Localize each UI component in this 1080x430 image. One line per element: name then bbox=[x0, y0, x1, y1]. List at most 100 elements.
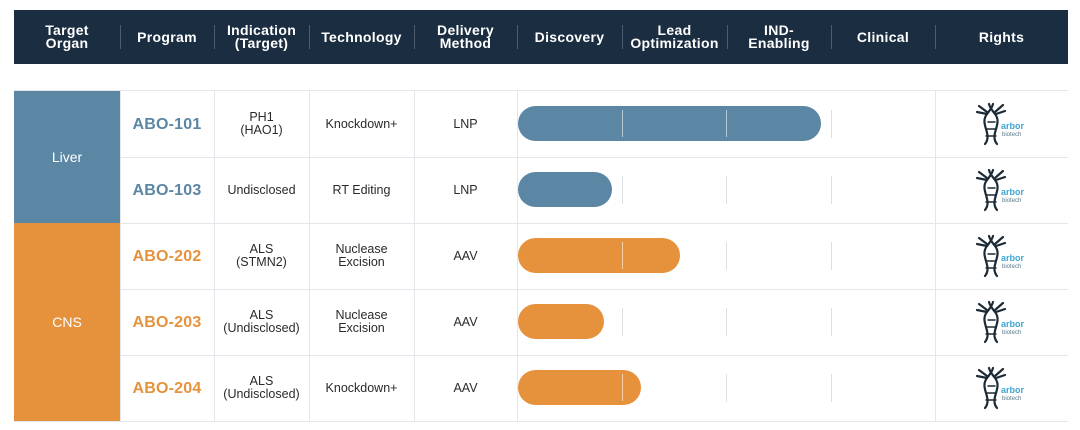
progress-bar-abo-204 bbox=[518, 370, 642, 405]
program-label: ABO-202 bbox=[132, 247, 202, 265]
progress-bar-abo-101 bbox=[518, 106, 822, 141]
technology-cell: Knockdown+ bbox=[309, 355, 414, 421]
delivery-cell: AAV bbox=[453, 314, 478, 329]
indication-cell: PH1 (HAO1) bbox=[214, 91, 309, 157]
program-label: ABO-103 bbox=[132, 181, 202, 199]
row-divider bbox=[120, 289, 1068, 290]
column-divider bbox=[517, 91, 518, 421]
phase-divider-tick bbox=[830, 110, 832, 138]
phase-divider-tick bbox=[726, 374, 727, 402]
progress-bar-abo-203 bbox=[518, 304, 604, 339]
indication-cell: ALS (Undisclosed) bbox=[214, 289, 309, 355]
text-line: Enabling bbox=[748, 35, 810, 51]
program-label: ABO-101 bbox=[132, 115, 202, 133]
header-technology: Technology bbox=[309, 10, 414, 64]
column-divider bbox=[120, 91, 121, 421]
logo-text: arbor bbox=[1001, 319, 1025, 329]
header-clinical: Clinical bbox=[831, 10, 935, 64]
program-label: ABO-203 bbox=[132, 313, 202, 331]
text-line: ALS bbox=[249, 242, 274, 256]
header-lead-optimization: Lead Optimization bbox=[622, 10, 727, 64]
bar-phase-tick bbox=[621, 374, 623, 401]
indication-cell: ALS (Undisclosed) bbox=[214, 355, 309, 421]
text-line: ALS bbox=[249, 308, 274, 322]
row-divider bbox=[120, 157, 1068, 158]
text-line: (HAO1) bbox=[240, 123, 283, 137]
logo-text: arbor bbox=[1001, 385, 1025, 395]
text-line: (Undisclosed) bbox=[223, 321, 300, 335]
column-divider bbox=[935, 91, 936, 421]
column-divider bbox=[414, 91, 415, 421]
text-line: Indication bbox=[226, 22, 297, 38]
text-line: Organ bbox=[45, 35, 89, 51]
text-line: Program bbox=[137, 28, 197, 45]
text-line: Nuclease bbox=[335, 308, 388, 322]
text-line: ALS bbox=[249, 374, 274, 388]
arbor-logo-icon: arbor biotech bbox=[973, 234, 1033, 278]
header-separator bbox=[120, 25, 121, 49]
header-ind-enabling: IND- Enabling bbox=[727, 10, 831, 64]
text-line: Rights bbox=[978, 28, 1025, 45]
phase-divider-tick bbox=[830, 242, 832, 270]
text-line: (Target) bbox=[234, 35, 289, 51]
logo-subtext: biotech bbox=[1002, 198, 1021, 204]
arbor-logo-icon: arbor biotech bbox=[973, 102, 1033, 146]
text-line: (STMN2) bbox=[236, 255, 287, 269]
organ-liver: Liver bbox=[14, 91, 120, 223]
text-line: Nuclease bbox=[335, 242, 388, 256]
header-delivery-method: Delivery Method bbox=[414, 10, 517, 64]
column-divider bbox=[309, 91, 310, 421]
delivery-cell: LNP bbox=[453, 182, 478, 197]
header-separator bbox=[414, 25, 415, 49]
pipeline-table: Liver CNS ABO-101 PH1 (HAO1) Knockdown+ LNP arb… bbox=[14, 90, 1068, 422]
delivery-cell: LNP bbox=[453, 116, 478, 131]
phase-divider-tick bbox=[830, 374, 832, 402]
text-line: Target bbox=[45, 22, 89, 38]
text-line: Technology bbox=[321, 28, 402, 45]
header-separator bbox=[935, 25, 936, 49]
phase-divider-tick bbox=[830, 176, 832, 204]
text-line: Discovery bbox=[534, 28, 605, 45]
column-divider bbox=[214, 91, 215, 421]
logo-text: arbor bbox=[1001, 187, 1025, 197]
logo-subtext: biotech bbox=[1002, 132, 1021, 138]
program-label: ABO-204 bbox=[132, 379, 202, 397]
text-line: Lead bbox=[657, 22, 692, 38]
header-rights: Rights bbox=[935, 10, 1068, 64]
indication-cell: ALS (STMN2) bbox=[214, 223, 309, 289]
arbor-logo-icon: arbor biotech bbox=[973, 300, 1033, 344]
text-line: Method bbox=[439, 35, 492, 51]
technology-cell: Nuclease Excision bbox=[309, 289, 414, 355]
technology-cell: Knockdown+ bbox=[309, 91, 414, 157]
header-discovery: Discovery bbox=[517, 10, 622, 64]
header-separator bbox=[727, 25, 728, 49]
arbor-logo-icon: arbor biotech bbox=[973, 168, 1033, 212]
delivery-cell: AAV bbox=[453, 248, 478, 263]
technology-cell: Nuclease Excision bbox=[309, 223, 414, 289]
text-line: (Undisclosed) bbox=[223, 387, 300, 401]
header-separator bbox=[214, 25, 215, 49]
bar-phase-tick bbox=[621, 242, 623, 269]
logo-subtext: biotech bbox=[1002, 396, 1021, 402]
row-divider bbox=[120, 355, 1068, 356]
text-line: RT Editing bbox=[332, 182, 391, 197]
organ-cns: CNS bbox=[14, 223, 120, 421]
header-separator bbox=[309, 25, 310, 49]
bar-phase-tick bbox=[621, 110, 623, 137]
pipeline-header: Target Organ Program Indication (Target) Tech… bbox=[14, 10, 1068, 64]
text-line: IND- bbox=[764, 22, 794, 38]
header-separator bbox=[622, 25, 623, 49]
phase-divider-tick bbox=[726, 176, 727, 204]
progress-bar-abo-103 bbox=[518, 172, 613, 207]
text-line: Knockdown+ bbox=[325, 380, 398, 395]
row-divider bbox=[120, 223, 1068, 224]
delivery-cell: AAV bbox=[453, 380, 478, 395]
arbor-logo-icon: arbor biotech bbox=[973, 366, 1033, 410]
progress-bar-abo-202 bbox=[518, 238, 680, 273]
logo-subtext: biotech bbox=[1002, 330, 1021, 336]
text-line: Excision bbox=[338, 321, 385, 335]
text-line: Excision bbox=[338, 255, 385, 269]
phase-divider-tick bbox=[830, 308, 832, 336]
logo-subtext: biotech bbox=[1002, 264, 1021, 270]
technology-cell: RT Editing bbox=[309, 157, 414, 223]
